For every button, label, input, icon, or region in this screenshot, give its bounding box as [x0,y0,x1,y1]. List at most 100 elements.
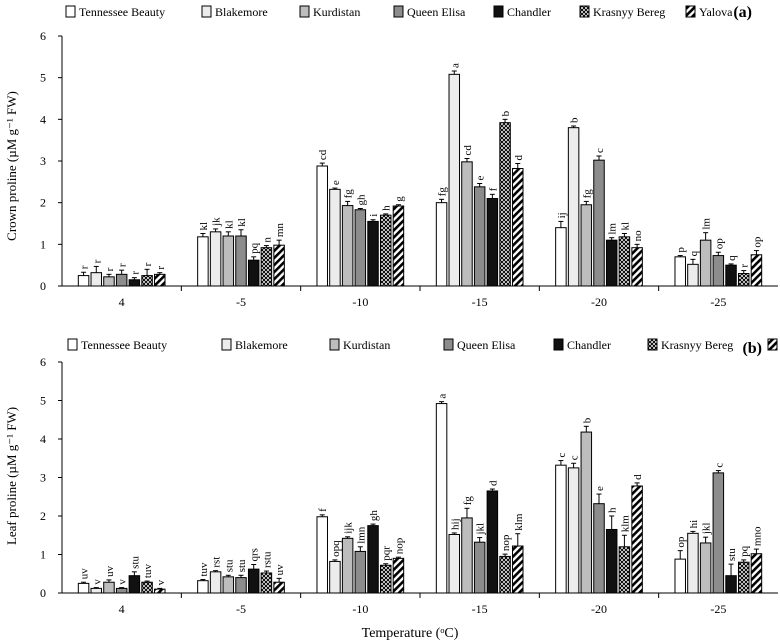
bar-krasnyy-bereg [737,561,750,594]
legend-swatch-yalova [767,338,778,351]
legend-leaf: Tennessee Beauty Blakemore Kurdistan Queen … [67,338,778,352]
bar-blakemore [209,571,222,594]
bar-yalova [154,588,166,594]
y-tick-label: 2 [40,196,46,210]
bar-yalova [392,557,405,594]
significance-letter: op [713,238,725,250]
bar-kurdistan [341,205,354,287]
legend-label-tennessee-beauty: Tennessee Beauty [81,338,167,352]
bar-chandler [725,264,737,287]
bar-krasnyy-bereg [141,581,153,594]
bar-yalova [631,485,643,594]
bar-blakemore [90,272,103,287]
panel-label-a: (a) [733,4,752,21]
bar-blakemore [209,231,222,287]
bar-blakemore [687,263,699,287]
significance-letter: c [569,455,581,460]
legend-label-krasnyy-bereg: Krasnyy Bereg [661,338,733,352]
legend-label-queen-elisa: Queen Elisa [407,5,466,19]
significance-letter: f [317,508,329,512]
significance-letter: pqr [381,546,393,561]
legend-swatch-chandler [553,338,564,351]
legend-label-kurdistan: Kurdistan [313,5,360,19]
bar-queen-elisa [115,587,128,594]
significance-letter: tuv [142,564,154,579]
bar-tennessee-beauty [674,558,686,594]
significance-letter: c [594,148,606,153]
significance-letter: r [117,263,129,267]
panel-label-b: (b) [742,340,762,357]
bar-tennessee-beauty [77,582,90,594]
significance-letter: a [437,394,449,399]
crown-proline-chart: Tennessee Beauty Blakemore Kurdistan Queen … [4,4,778,309]
significance-letter: d [513,155,525,161]
significance-letter: uv [104,565,116,577]
y-tick-label: 1 [40,548,46,562]
bar-yalova [631,247,643,287]
bar-chandler [367,220,379,287]
x-tick-label: -5 [236,602,246,616]
y-tick-label: 6 [40,29,46,43]
significance-letter: fg [343,189,355,199]
significance-letter: r [79,265,91,269]
significance-letter: no [632,230,644,242]
bar-queen-elisa [593,159,605,287]
significance-letter: a [449,63,461,68]
y-axis-label-leaf: Leaf proline (µM g⁻¹ FW) [4,407,19,545]
significance-letter: h [381,205,393,211]
legend-label-chandler: Chandler [507,5,551,19]
bar-chandler [247,568,260,594]
significance-letter: nop [393,537,405,554]
significance-letter: gh [355,194,367,206]
bar-queen-elisa [473,541,486,594]
bar-kurdistan [222,576,235,594]
bar-krasnyy-bereg [737,273,750,287]
significance-letter: g [393,196,405,202]
bar-queen-elisa [235,577,247,594]
legend-swatch-kurdistan [299,5,310,18]
bar-kurdistan [580,431,593,594]
significance-letter: f [487,187,499,191]
bar-chandler [128,279,141,287]
bar-krasnyy-bereg [260,572,273,594]
bar-yalova [750,254,763,287]
legend-label-yalova: Yalova [699,5,733,19]
significance-letter: e [475,176,487,181]
significance-letter: qrs [249,548,261,561]
significance-letter: c [556,453,568,458]
significance-letter: r [142,262,154,266]
leaf-proline-chart: Tennessee Beauty Blakemore Kurdistan Queen … [4,338,778,616]
significance-letter: lm [607,223,619,235]
bar-yalova [154,273,166,287]
legend-label-krasnyy-bereg: Krasnyy Bereg [593,5,665,19]
bar-blakemore [90,587,103,594]
bar-kurdistan [222,235,235,287]
significance-letter: hij [449,518,461,530]
legend-swatch-blakemore [221,338,232,351]
significance-letter: rstu [261,551,273,568]
significance-letter: kl [619,222,631,231]
x-tick-label: -5 [236,295,246,309]
significance-letter: rst [211,557,223,568]
bar-kurdistan [103,581,115,594]
bar-queen-elisa [593,503,605,594]
significance-letter: op [751,236,763,248]
significance-letter: q [726,255,738,261]
significance-letter: stu [726,548,738,561]
legend-swatch-queen-elisa [393,5,404,18]
y-tick-label: 2 [40,509,46,523]
bar-yalova [392,205,405,287]
significance-letter: jk [211,217,223,227]
significance-letter: h [607,507,619,513]
significance-letter: q [688,250,700,256]
bar-queen-elisa [354,550,367,594]
significance-letter: b [500,110,512,116]
significance-letter: stu [223,559,235,572]
significance-letter: d [487,480,499,486]
significance-letter: op [675,536,687,548]
x-tick-label: -25 [710,295,726,309]
x-tick-label: -20 [591,602,607,616]
x-tick-label: -20 [591,295,607,309]
